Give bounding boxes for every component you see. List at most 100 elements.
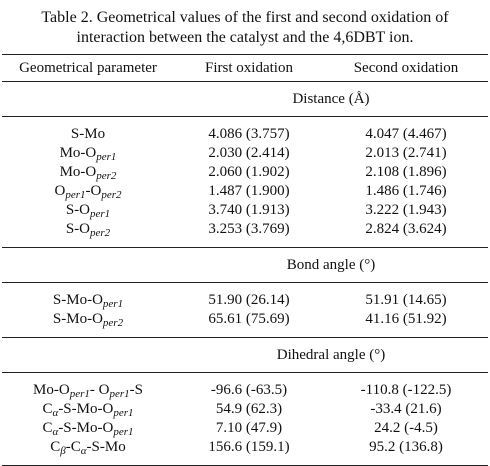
parameter-cell: Mo-Oper1- Oper1-S	[2, 373, 174, 401]
section-title: Distance (Å)	[292, 90, 370, 107]
table-body: Distance (Å) S-Mo 4.086 (3.757) 4.047 (4.46…	[2, 82, 488, 466]
value-cell: 2.060 (1.902)	[208, 164, 290, 180]
subscript: per1	[113, 407, 134, 419]
parameter-cell: S-Oper1	[2, 201, 174, 220]
table-row: Mo-Oper1 2.030 (2.414) 2.013 (2.741)	[2, 144, 488, 163]
subscript: per1	[90, 208, 111, 220]
parameter-text: S-O	[65, 202, 90, 218]
parameter-text: Mo-O	[33, 382, 70, 398]
empty-cell	[2, 248, 174, 283]
parameter-text: S-Mo	[70, 126, 106, 142]
parameter-text: -S-Mo-O	[58, 420, 114, 436]
section-title: Dihedral angle (°)	[276, 346, 386, 363]
header-cell: Second oxidation	[353, 59, 459, 76]
parameter-text: C	[50, 439, 61, 455]
table: Geometrical parameter First oxidation Se…	[2, 54, 488, 466]
parameter-text: -S-Mo-O	[58, 401, 114, 417]
parameter-text: C	[42, 420, 53, 436]
parameter-cell: S-Oper2	[2, 220, 174, 248]
table-row: S-Oper1 3.740 (1.913) 3.222 (1.943)	[2, 201, 488, 220]
parameter-cell: S-Mo-Oper1	[2, 283, 174, 311]
value-cell: 3.222 (1.943)	[365, 202, 447, 218]
table-row: Cβ-Cα-S-Mo 156.6 (159.1) 95.2 (136.8)	[2, 438, 488, 466]
parameter-text: S-O	[65, 221, 90, 237]
value-cell: 1.487 (1.900)	[208, 183, 290, 199]
table-row: Oper1-Oper2 1.487 (1.900) 1.486 (1.746)	[2, 182, 488, 201]
value-cell: 7.10 (47.9)	[215, 420, 283, 436]
empty-cell	[2, 338, 174, 373]
subscript: per2	[90, 227, 111, 239]
value-cell: 51.90 (26.14)	[208, 292, 290, 308]
caption-line: interaction between the catalyst and the…	[76, 29, 414, 46]
value-cell: -96.6 (-63.5)	[210, 382, 288, 398]
subscript: per1	[102, 298, 124, 310]
value-cell: 24.2 (-4.5)	[374, 420, 438, 436]
table-row: S-Mo-Oper1 51.90 (26.14) 51.91 (14.65)	[2, 283, 488, 311]
parameter-text: -S-Mo	[86, 439, 126, 455]
parameter-text: S-Mo-O	[52, 311, 103, 327]
value-cell: 1.486 (1.746)	[365, 183, 447, 199]
subscript: per1	[113, 426, 134, 438]
table-row: S-Mo 4.086 (3.757) 4.047 (4.467)	[2, 117, 488, 145]
section-row: Bond angle (°)	[2, 248, 488, 283]
table-row: Mo-Oper2 2.060 (1.902) 2.108 (1.896)	[2, 163, 488, 182]
parameter-cell: S-Mo-Oper2	[2, 310, 174, 338]
value-cell: 4.086 (3.757)	[208, 126, 290, 142]
parameter-cell: Mo-Oper2	[2, 163, 174, 182]
parameter-text: -S	[129, 382, 143, 398]
subscript: per2	[96, 170, 117, 182]
parameter-text: Mo-O	[59, 145, 97, 161]
header-row: Geometrical parameter First oxidation Se…	[2, 54, 488, 82]
value-cell: 51.91 (14.65)	[365, 292, 447, 308]
parameter-cell: S-Mo	[2, 117, 174, 145]
value-cell: 4.047 (4.467)	[365, 126, 447, 142]
parameter-text: -C	[65, 439, 81, 455]
section-row: Dihedral angle (°)	[2, 338, 488, 373]
value-cell: 2.030 (2.414)	[208, 145, 290, 161]
value-cell: 95.2 (136.8)	[369, 439, 443, 455]
value-cell: 2.108 (1.896)	[365, 164, 447, 180]
caption-line: Table 2. Geometrical values of the first…	[41, 9, 449, 26]
value-cell: 54.9 (62.3)	[215, 401, 283, 417]
subscript: α	[52, 407, 59, 419]
subscript: per1	[65, 189, 86, 201]
parameter-cell: Mo-Oper1	[2, 144, 174, 163]
value-cell: 2.824 (3.624)	[365, 221, 447, 237]
table-row: Cα-S-Mo-Oper1 54.9 (62.3) -33.4 (21.6)	[2, 400, 488, 419]
value-cell: -110.8 (-122.5)	[360, 382, 452, 398]
value-cell: 3.740 (1.913)	[208, 202, 290, 218]
value-cell: -33.4 (21.6)	[370, 401, 442, 417]
parameter-cell: Cα-S-Mo-Oper1	[2, 419, 174, 438]
subscript: per1	[69, 388, 90, 400]
header-cell: Geometrical parameter	[19, 59, 157, 76]
table-row: S-Oper2 3.253 (3.769) 2.824 (3.624)	[2, 220, 488, 248]
subscript: α	[80, 445, 87, 457]
parameter-text: C	[42, 401, 53, 417]
value-cell: 41.16 (51.92)	[365, 311, 447, 327]
parameter-text: S-Mo-O	[52, 292, 103, 308]
value-cell: 65.61 (75.69)	[208, 311, 290, 327]
value-cell: 156.6 (159.1)	[208, 439, 290, 455]
parameter-cell: Oper1-Oper2	[2, 182, 174, 201]
parameter-text: -O	[85, 183, 102, 199]
value-cell: 3.253 (3.769)	[208, 221, 290, 237]
parameter-text: O	[54, 183, 66, 199]
subscript: per1	[109, 388, 130, 400]
parameter-cell: Cβ-Cα-S-Mo	[2, 438, 174, 466]
subscript: per1	[96, 151, 117, 163]
section-row: Distance (Å)	[2, 82, 488, 117]
subscript: per2	[102, 317, 124, 329]
table-row: S-Mo-Oper2 65.61 (75.69) 41.16 (51.92)	[2, 310, 488, 338]
subscript: α	[52, 426, 59, 438]
table-row: Cα-S-Mo-Oper1 7.10 (47.9) 24.2 (-4.5)	[2, 419, 488, 438]
header-cell: First oxidation	[205, 59, 293, 76]
parameter-text: - O	[89, 382, 110, 398]
parameter-cell: Cα-S-Mo-Oper1	[2, 400, 174, 419]
empty-cell	[2, 82, 174, 117]
caption: Table 2. Geometrical values of the first…	[0, 0, 490, 48]
subscript: β	[60, 445, 66, 457]
table-row: Mo-Oper1- Oper1-S -96.6 (-63.5) -110.8 (-1…	[2, 373, 488, 401]
parameter-text: Mo-O	[59, 164, 97, 180]
value-cell: 2.013 (2.741)	[365, 145, 447, 161]
